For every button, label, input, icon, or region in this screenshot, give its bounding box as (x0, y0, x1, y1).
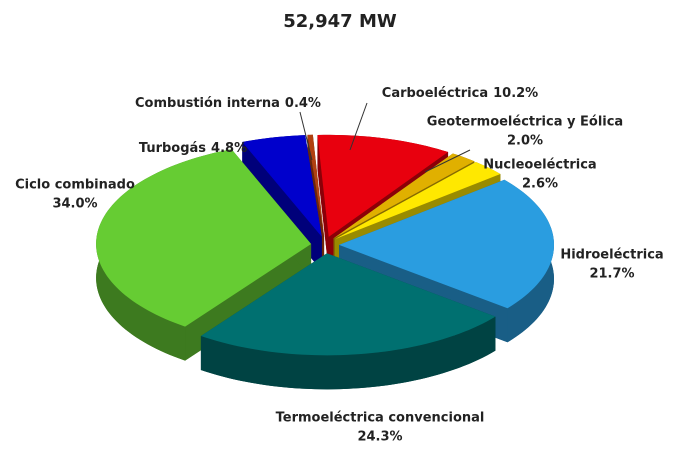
leader-line (349, 102, 368, 151)
slice-value-label: 34.0% (52, 197, 97, 212)
slice-label: Nucleoeléctrica (483, 158, 596, 173)
slice-label: Combustión interna (135, 96, 280, 111)
slice-group (200, 253, 496, 390)
slice (96, 149, 312, 327)
slice-label-group: Turbogás 4.8% (139, 141, 247, 156)
slice-label-group: Combustión interna 0.4% (135, 96, 321, 111)
slice-group (96, 149, 312, 361)
slice (333, 153, 475, 239)
slice-value-label: 24.3% (357, 430, 402, 445)
slice-value-label: 2.0% (507, 134, 543, 149)
leader-line (424, 149, 471, 173)
slice-label: Hidroeléctrica (560, 248, 663, 263)
slice (335, 162, 501, 240)
slice-side (200, 316, 496, 390)
slice (200, 253, 496, 356)
leader-line (299, 111, 313, 161)
slice-label: Carboeléctrica (382, 86, 488, 101)
slice-label: Turbogás (139, 141, 206, 156)
slice-label-group: Carboeléctrica 10.2% (382, 86, 538, 101)
slice-value-label: 0.4% (285, 96, 321, 111)
slice-value-label: 21.7% (589, 267, 634, 282)
slice (338, 179, 554, 309)
slice-value-label: 2.6% (522, 177, 558, 192)
slice-wall (317, 135, 329, 271)
slice-label: Ciclo combinado (15, 178, 135, 193)
slice-label: Termoeléctrica convencional (276, 411, 485, 426)
slice-value-label: 4.8% (211, 141, 247, 156)
slice (317, 134, 449, 237)
slice-value-label: 10.2% (493, 86, 538, 101)
slice (242, 135, 322, 237)
chart-title: 52,947 MW (283, 11, 397, 32)
slice-label: Geotermoeléctrica y Eólica (427, 115, 623, 130)
slice (307, 134, 325, 237)
